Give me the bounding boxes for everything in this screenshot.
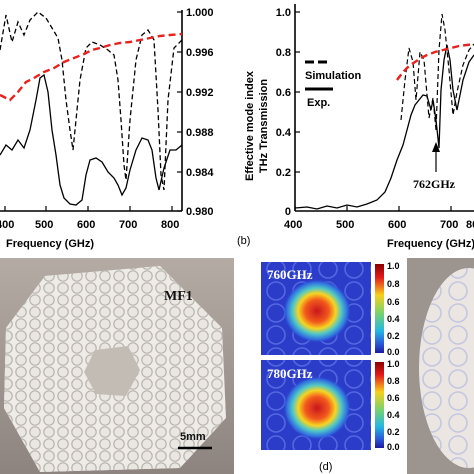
panel-d-cb1-tick-04: 0.4 <box>387 314 400 324</box>
panel-a-y-right-tick-0992: 0.992 <box>186 87 214 99</box>
panel-b-x-tick-500: 500 <box>336 219 354 231</box>
panel-b-simulation-curve <box>400 13 474 131</box>
panel-d-label: (d) <box>319 461 332 473</box>
panel-a-chart: 400 500 600 700 800 Frequency (GHz) 1.00… <box>0 7 214 250</box>
panel-b-y-tick-06: 0.6 <box>276 87 291 99</box>
panel-a-x-tick-500: 500 <box>35 219 53 231</box>
panel-c-scale-bar-label: 5mm <box>180 431 206 443</box>
panel-b-x-tick-700: 700 <box>440 219 458 231</box>
panel-b-y-title-transmission: THz Transmission <box>258 79 270 173</box>
panel-a-x-tick-700: 700 <box>119 219 137 231</box>
panel-b-y-tick-1: 1.0 <box>276 7 291 19</box>
panel-b-y-tick-08: 0.8 <box>276 47 291 59</box>
panel-a-y-right-tick-0988: 0.988 <box>186 127 214 139</box>
panel-b-x-axis-title: Frequency (GHz) <box>387 238 474 250</box>
panel-d-map1-freq: 760GHz <box>267 267 313 282</box>
panel-d-cb2-tick-08: 0.8 <box>387 376 400 386</box>
panel-b-y-tick-04: 0.4 <box>276 127 292 139</box>
panel-d-cb1-tick-02: 0.2 <box>387 331 400 341</box>
panel-b-legend-exp: Exp. <box>307 97 330 109</box>
panel-b-experiment-curve <box>294 44 474 210</box>
panel-a-y-right-tick-0984: 0.984 <box>186 167 214 179</box>
panel-d-cb2-tick-04: 0.4 <box>387 410 400 420</box>
panel-a-y-right-tick-0980: 0.980 <box>186 206 214 218</box>
panel-d-cb2-tick-00: 0.0 <box>387 442 400 452</box>
panel-c-fiber-photo: MF1 5mm <box>0 258 234 474</box>
panel-d-cb1-tick-00: 0.0 <box>387 347 400 357</box>
panel-d-map2-freq: 780GHz <box>267 366 313 381</box>
panel-b-x-tick-600: 600 <box>388 219 406 231</box>
panel-a-mode-index-curve <box>0 32 183 102</box>
panel-d-mode-field-maps: 760GHz 780GHz 1.0 0.8 0.6 0.4 0.2 0.0 1.… <box>261 258 474 474</box>
panel-c-sample-label: MF1 <box>164 289 193 304</box>
panel-d-cb1-tick-08: 0.8 <box>387 279 400 289</box>
panel-d-colorbar-1 <box>375 264 384 353</box>
panel-a-experiment-transmission-curve <box>0 73 183 206</box>
panel-a-x-axis-title: Frequency (GHz) <box>6 238 94 250</box>
panel-d-cb2-tick-10: 1.0 <box>387 359 400 369</box>
panel-d-colorbar-2 <box>375 362 384 448</box>
panel-a-simulation-transmission-curve <box>0 11 183 191</box>
panel-b-annotation-762ghz: 762GHz <box>413 177 456 191</box>
panel-b-legend-simulation: Simulation <box>305 70 362 82</box>
panel-b-label: (b) <box>237 235 250 247</box>
panel-d-cb2-tick-06: 0.6 <box>387 393 400 403</box>
panel-b-mode-index-curve <box>396 42 474 81</box>
panel-a-y-right-tick-0996: 0.996 <box>186 47 214 59</box>
panel-b-y-tick-02: 0.2 <box>276 167 291 179</box>
panel-b-chart: Effective mode index THz Transmission 1.… <box>237 4 474 250</box>
panel-b-y-tick-0: 0 <box>285 206 291 218</box>
panel-a-y-right-tick-1000: 1.000 <box>186 7 214 19</box>
panel-b-x-tick-400: 400 <box>284 219 302 231</box>
panel-a-x-tick-800: 800 <box>161 219 179 231</box>
panel-d-cb1-tick-10: 1.0 <box>387 261 400 271</box>
panel-a-x-tick-400: 400 <box>0 219 14 231</box>
panel-b-x-tick-800: 800 <box>466 219 474 231</box>
panel-a-x-tick-600: 600 <box>77 219 95 231</box>
panel-d-cb1-tick-06: 0.6 <box>387 297 400 307</box>
panel-b-y-title-mode-index: Effective mode index <box>244 70 256 181</box>
panel-d-cb2-tick-02: 0.2 <box>387 427 400 437</box>
